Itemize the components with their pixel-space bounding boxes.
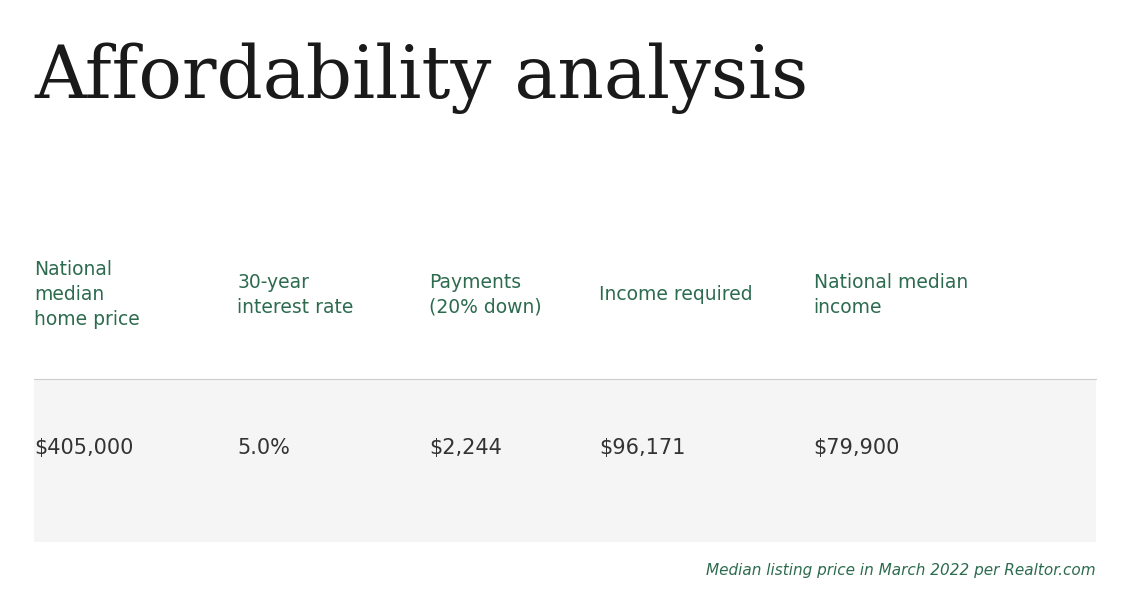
- Text: $96,171: $96,171: [599, 438, 685, 459]
- Text: 30-year
interest rate: 30-year interest rate: [237, 273, 354, 317]
- Text: $2,244: $2,244: [429, 438, 502, 459]
- Text: $405,000: $405,000: [34, 438, 133, 459]
- Text: Payments
(20% down): Payments (20% down): [429, 273, 542, 317]
- Text: National
median
home price: National median home price: [34, 261, 140, 329]
- FancyBboxPatch shape: [34, 379, 1096, 542]
- Text: $79,900: $79,900: [814, 438, 899, 459]
- Text: Income required: Income required: [599, 285, 753, 305]
- Text: 5.0%: 5.0%: [237, 438, 290, 459]
- Text: National median
income: National median income: [814, 273, 968, 317]
- Text: Median listing price in March 2022 per Realtor.com: Median listing price in March 2022 per R…: [706, 563, 1096, 578]
- Text: Affordability analysis: Affordability analysis: [34, 42, 808, 114]
